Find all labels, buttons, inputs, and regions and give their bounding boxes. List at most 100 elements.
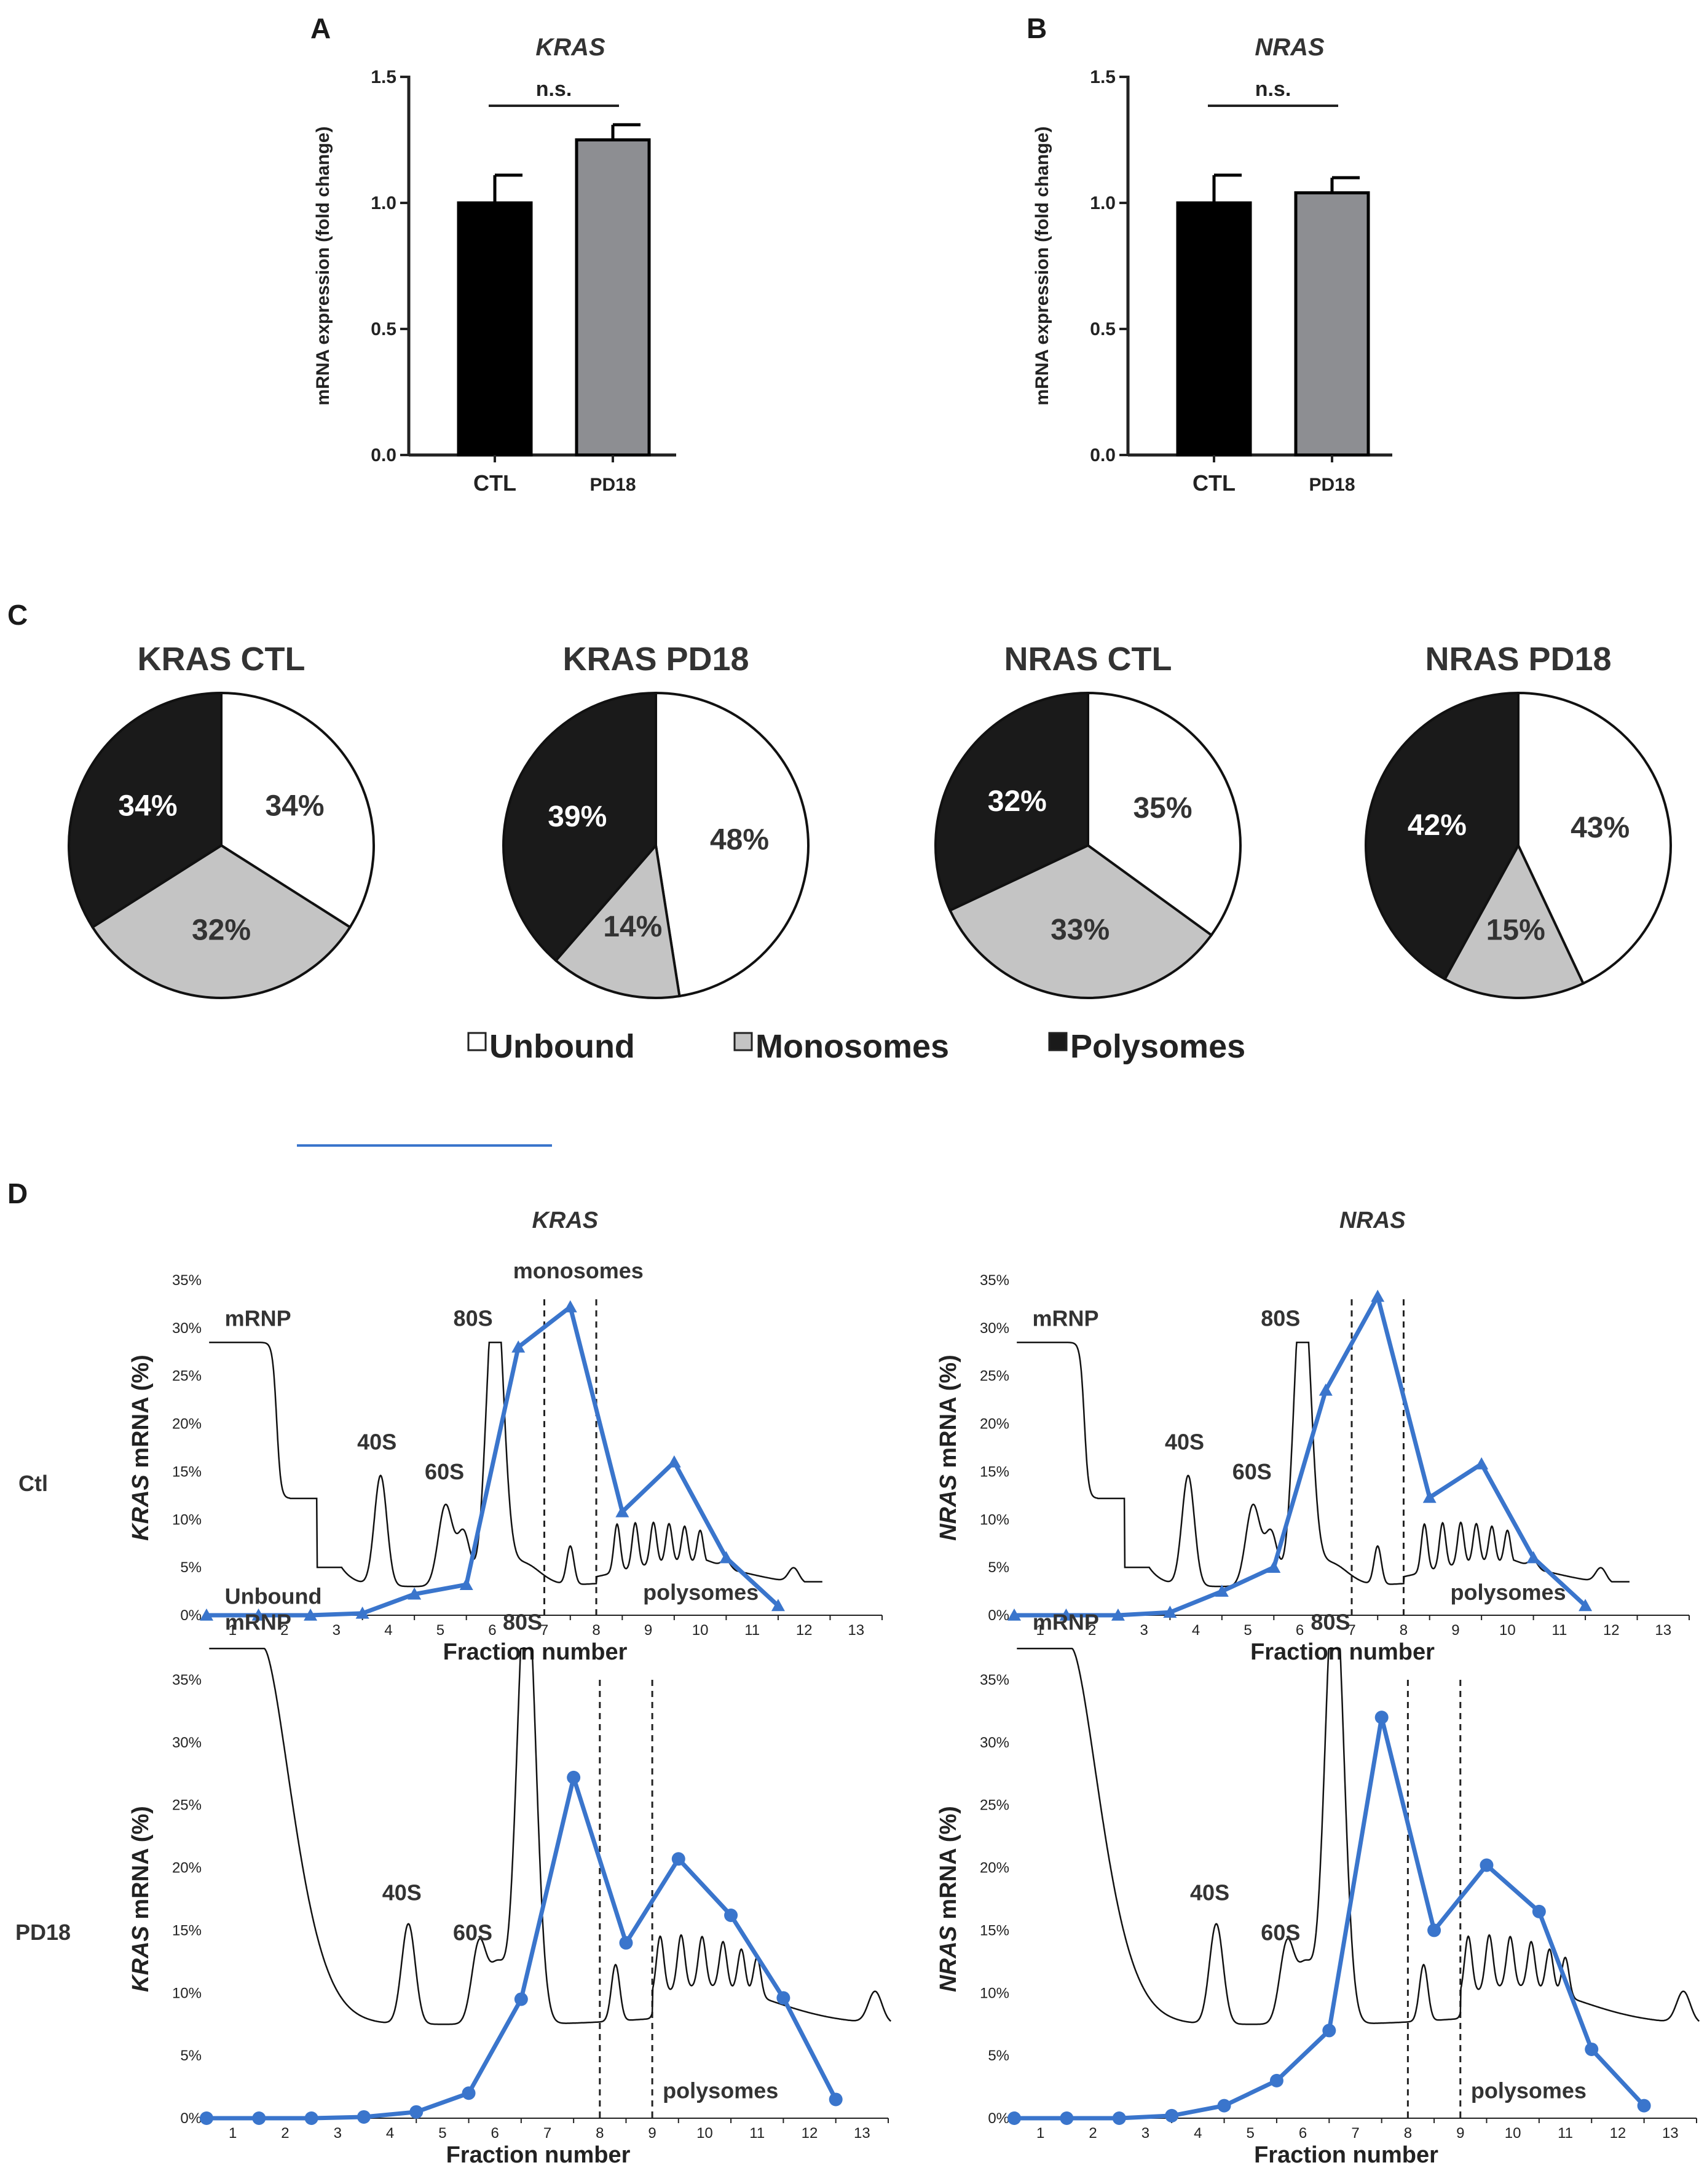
- series-point: [1217, 2099, 1231, 2113]
- pie-kras-ctl: KRAS CTL 34% 32% 34%: [68, 641, 375, 1000]
- pie-label-unbound: 43%: [1571, 812, 1630, 844]
- y-tick-label: 15%: [980, 1463, 1009, 1480]
- y-axis-gene: KRAS: [128, 1474, 154, 1541]
- legend-label-monosomes: Monosomes: [755, 1028, 949, 1065]
- pie-legend: Unbound Monosomes Polysomes: [467, 1028, 1245, 1065]
- series-point: [671, 1852, 685, 1866]
- x-tick-label: 10: [696, 2125, 713, 2142]
- series-point: [1059, 1608, 1073, 1621]
- series-point: [1060, 2111, 1074, 2125]
- absorbance-profile: [209, 1647, 892, 2025]
- y-tick-label: 5%: [180, 1559, 202, 1576]
- y-tick-label: 1.0: [371, 193, 396, 213]
- x-tick-label: 3: [1140, 1622, 1148, 1639]
- x-tick-label: 10: [1499, 1622, 1516, 1639]
- y-tick-label: 35%: [172, 1672, 202, 1688]
- series-point: [357, 2110, 371, 2124]
- x-tick-label: 11: [749, 2125, 765, 2142]
- pie-label-polysomes: 42%: [1408, 809, 1467, 842]
- polysome-chart-nras-ctl: NRAS 0% 5% 10% 15% 20% 25% 30% 35% NRAS mRNA (%) 1…: [936, 1208, 1690, 1665]
- y-tick-label: 15%: [980, 1922, 1009, 1939]
- x-tick-label: 6: [1299, 2125, 1307, 2142]
- bar-ctl: [457, 201, 533, 457]
- significance-label: n.s.: [1255, 77, 1291, 101]
- bar-pd18: [575, 138, 651, 457]
- y-axis-label: KRAS mRNA (%): [128, 1355, 154, 1541]
- peak-label-80s: 80S: [1311, 1610, 1350, 1635]
- series-point: [408, 1587, 422, 1600]
- series-point: [567, 1770, 581, 1784]
- series-point: [514, 1992, 528, 2006]
- y-tick-label: 20%: [980, 1416, 1009, 1433]
- pie-label-polysomes: 32%: [988, 785, 1047, 818]
- x-tick-label: 9: [1451, 1622, 1459, 1639]
- x-tick-label: 6: [1296, 1622, 1304, 1639]
- series-line: [207, 1305, 780, 1618]
- pie-slice-polysomes: [1365, 691, 1520, 981]
- polysome-chart-kras-ctl: KRAS 0% 5% 10% 15% 20% 25% 30% 35% KRAS mRNA (%) 1…: [128, 1208, 883, 1665]
- x-tick-label: 7: [1351, 2125, 1359, 2142]
- peak-label-mrnp: mRNP: [225, 1610, 291, 1635]
- peak-label-polysomes: polysomes: [663, 2078, 778, 2103]
- y-tick-label: 0%: [988, 1607, 1009, 1624]
- x-tick-label: 12: [1610, 2125, 1626, 2142]
- y-tick-label: 0.0: [371, 445, 396, 465]
- x-tick-label: 12: [796, 1622, 813, 1639]
- series-point: [200, 2111, 213, 2125]
- x-tick-label: 2: [280, 1622, 288, 1639]
- polysome-chart-kras-pd18: 0%5%10%15%20%25%30%35%KRAS mRNA (%)1 2 3 4 5…: [128, 1610, 892, 2168]
- pie-title: KRAS CTL: [138, 641, 306, 678]
- x-tick-label: 3: [334, 2125, 342, 2142]
- y-tick-label: 1.5: [371, 67, 396, 87]
- y-tick-label: 5%: [988, 1559, 1009, 1576]
- series-point: [1269, 2073, 1283, 2087]
- bar-chart-kras: KRAS 0.0 0.5 1.0 1.5 mRNA expression (fold ch…: [313, 34, 676, 496]
- pie-title: NRAS CTL: [1004, 641, 1172, 678]
- x-tick-label: 5: [438, 2125, 446, 2142]
- y-tick-label: 5%: [180, 2048, 202, 2064]
- series-line: [1014, 1294, 1587, 1618]
- peak-label-60s: 60S: [1261, 1920, 1300, 1945]
- pie-slice-monosomes: [554, 842, 681, 1000]
- legend-label-unbound: Unbound: [489, 1028, 635, 1065]
- pie-slice-monosomes: [90, 844, 352, 1000]
- series-point: [1475, 1457, 1489, 1470]
- x-tick-label: 1: [1036, 2125, 1044, 2142]
- x-tick-label: 4: [386, 2125, 394, 2142]
- peak-label-40s: 40S: [1190, 1880, 1229, 1905]
- y-tick-label: 0.5: [1090, 319, 1116, 339]
- peak-label-polysomes: polysomes: [1471, 2078, 1587, 2103]
- y-tick-label: 25%: [980, 1797, 1009, 1814]
- peak-label-polysomes: polysomes: [1450, 1580, 1566, 1605]
- pie-label-unbound: 35%: [1133, 792, 1192, 825]
- y-tick-label: 35%: [980, 1272, 1009, 1289]
- x-tick-label: 10: [692, 1622, 709, 1639]
- series-point: [304, 2111, 318, 2125]
- y-tick-label: 15%: [172, 1463, 202, 1480]
- peak-label-80s: 80S: [1261, 1306, 1300, 1331]
- peak-label-mrnp: mRNP: [1033, 1610, 1099, 1635]
- series-point: [252, 2111, 266, 2125]
- x-tick-label: 2: [1089, 2125, 1097, 2142]
- y-tick-label: 0%: [180, 2110, 202, 2127]
- y-tick-label: 30%: [172, 1735, 202, 1751]
- y-tick-label: 35%: [980, 1672, 1009, 1688]
- series-point: [304, 1608, 318, 1621]
- series-point: [1319, 1383, 1333, 1396]
- x-tick-label: 2: [1088, 1622, 1096, 1639]
- series-point: [667, 1455, 681, 1468]
- series-point: [1526, 1551, 1540, 1564]
- peak-label-40s: 40S: [1165, 1430, 1204, 1455]
- peak-label-mrnp: mRNP: [1033, 1306, 1099, 1331]
- bar-chart-nras: NRAS 0.0 0.5 1.0 1.5 mRNA expression (fold ch…: [1032, 34, 1392, 496]
- x-tick-label: 13: [1655, 1622, 1671, 1639]
- x-axis-label: Fraction number: [446, 2142, 631, 2168]
- peak-label-60s: 60S: [1232, 1459, 1272, 1484]
- peak-label-40s: 40S: [357, 1430, 396, 1455]
- pie-label-polysomes: 34%: [118, 789, 177, 822]
- pie-title: KRAS PD18: [562, 641, 749, 678]
- x-tick-label: 11: [744, 1622, 760, 1639]
- pie-label-monosomes: 14%: [603, 911, 662, 943]
- y-axis-label: NRAS mRNA (%): [936, 1355, 961, 1541]
